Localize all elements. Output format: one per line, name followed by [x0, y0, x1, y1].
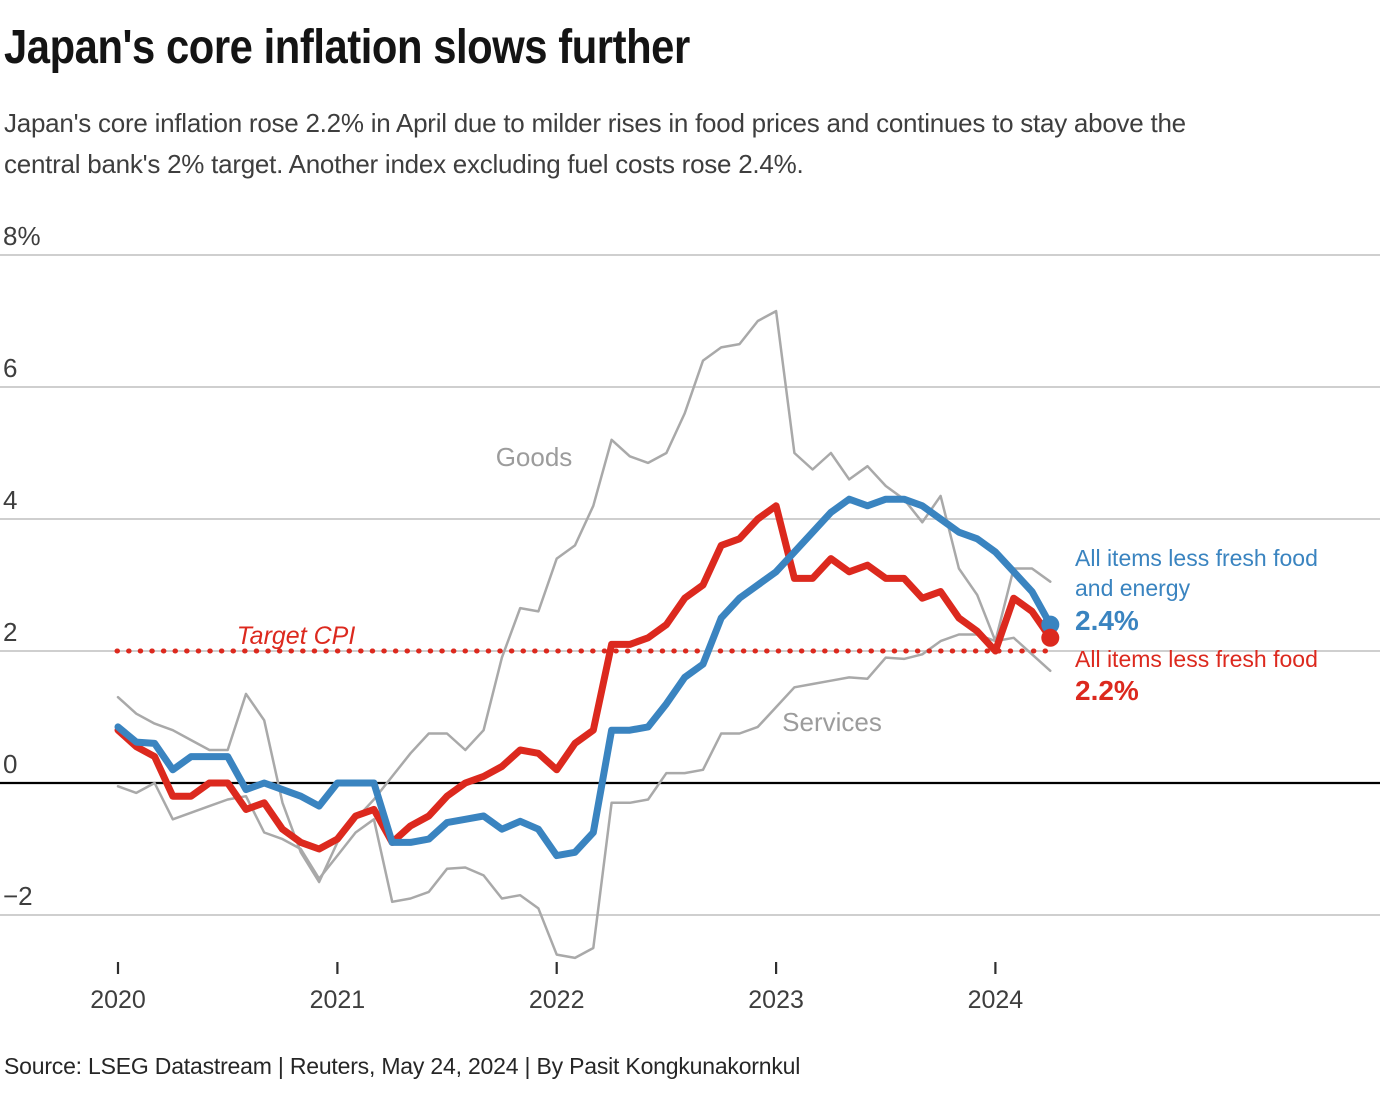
- chart-title: Japan's core inflation slows further: [4, 21, 690, 74]
- blue-series-label-line1: All items less fresh food: [1075, 545, 1318, 571]
- y-axis-label-−2: −2: [3, 881, 33, 911]
- x-axis-label-2022: 2022: [529, 986, 585, 1014]
- services-series-label: Services: [782, 707, 882, 737]
- chart-subtitle-line2: central bank's 2% target. Another index …: [4, 149, 804, 179]
- series-line-services: [116, 633, 1052, 960]
- series-line-goods: [116, 309, 1052, 884]
- chart-subtitle-line1: Japan's core inflation rose 2.2% in Apri…: [4, 108, 1186, 138]
- x-axis-label-2020: 2020: [90, 986, 146, 1014]
- red-series-label-line1: All items less fresh food: [1075, 646, 1318, 672]
- blue-series-value: 2.4%: [1075, 605, 1139, 636]
- x-axis-label-2024: 2024: [968, 986, 1024, 1014]
- annotation-layer: Goods Services Target CPI All items less…: [237, 442, 1318, 737]
- chart-subtitle: Japan's core inflation rose 2.2% in Apri…: [4, 103, 1376, 185]
- y-axis-label-8%: 8%: [3, 221, 41, 251]
- source-credit-line: Source: LSEG Datastream | Reuters, May 2…: [4, 1053, 801, 1079]
- series-line-all-items-less-fresh-food: [114, 502, 1054, 853]
- series-layer: [114, 309, 1060, 960]
- series-end-dot-all-items-less-fresh-food: [1041, 628, 1060, 647]
- x-axis-label-2021: 2021: [310, 986, 366, 1014]
- x-axis-label-2023: 2023: [748, 986, 804, 1014]
- axis-layer: 8% 6 4 2 0 −2 2020 2021 2022 2023 2024: [3, 221, 1023, 1014]
- blue-series-label-line2: and energy: [1075, 575, 1191, 601]
- y-axis-label-0: 0: [3, 749, 17, 779]
- red-series-value: 2.2%: [1075, 675, 1139, 706]
- series-end-dot-all-items-less-fresh-food-and-energy: [1041, 615, 1060, 634]
- y-axis-label-2: 2: [3, 617, 17, 647]
- target-cpi-label: Target CPI: [237, 622, 356, 650]
- goods-series-label: Goods: [496, 442, 573, 472]
- y-axis-label-4: 4: [3, 485, 17, 515]
- series-line-all-items-less-fresh-food-and-energy: [114, 495, 1054, 860]
- y-axis-label-6: 6: [3, 353, 17, 383]
